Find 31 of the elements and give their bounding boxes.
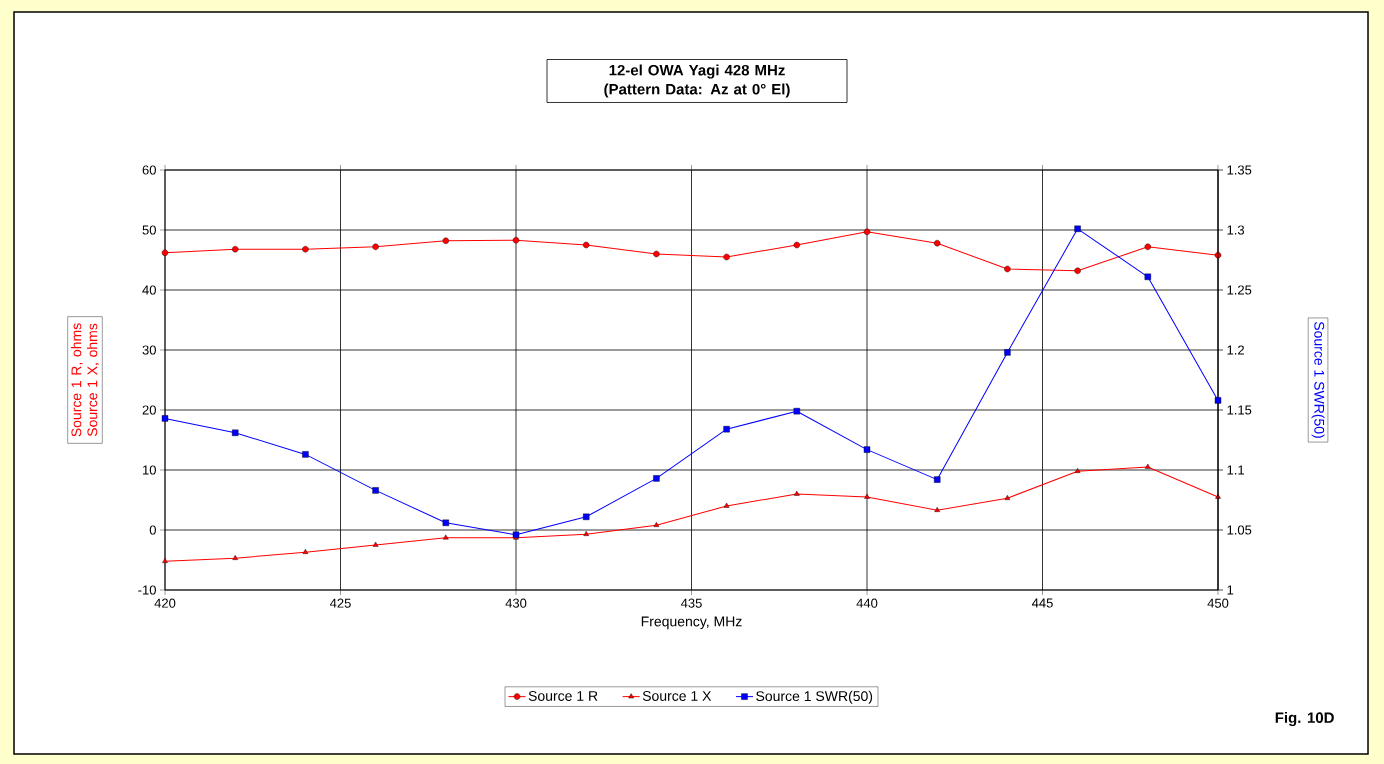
y2-tick-label: 1.1	[1227, 465, 1244, 475]
y-tick-label: 20	[142, 405, 156, 415]
y2-tick-label: 1	[1227, 585, 1234, 595]
chart-title: 12-el OWA Yagi 428 MHz (Pattern Data: Az at 0° El)	[604, 64, 790, 98]
y2-tick-label: 1.25	[1227, 285, 1252, 295]
x-tick-label: 440	[856, 598, 878, 608]
caption: Fig. 10D	[1275, 711, 1334, 727]
x-tick-label: 420	[154, 598, 176, 608]
y-tick-label: -10	[138, 585, 156, 595]
legend-label: Source 1 SWR(50)	[756, 690, 873, 704]
x-tick-label: 450	[1207, 598, 1229, 608]
y2-tick-label: 1.2	[1227, 345, 1244, 355]
y2-axis-title: Source 1 SWR(50)	[1311, 321, 1325, 438]
y-tick-label: 50	[142, 225, 156, 235]
y2-tick-label: 1.35	[1227, 165, 1252, 175]
x-axis-title: Frequency, MHz	[641, 616, 742, 630]
y2-tick-label: 1.15	[1227, 405, 1252, 415]
y2-tick-label: 1.3	[1227, 225, 1245, 235]
legend-label: Source 1 X	[642, 690, 712, 701]
y-axis-title: Source 1 R, ohms Source 1 X, ohms	[71, 323, 99, 437]
y-tick-label: 40	[142, 285, 156, 295]
y-tick-label: 10	[143, 465, 156, 475]
x-tick-label: 445	[1031, 598, 1053, 608]
x-tick-label: 425	[329, 598, 351, 608]
x-tick-label: 435	[680, 598, 702, 608]
legend-label: Source 1 R	[528, 690, 598, 701]
y-tick-label: 30	[142, 345, 156, 355]
y2-tick-label: 1.05	[1227, 525, 1252, 535]
x-tick-label: 430	[505, 598, 527, 608]
y-tick-label: 60	[142, 165, 156, 175]
y-tick-label: 0	[149, 525, 156, 535]
